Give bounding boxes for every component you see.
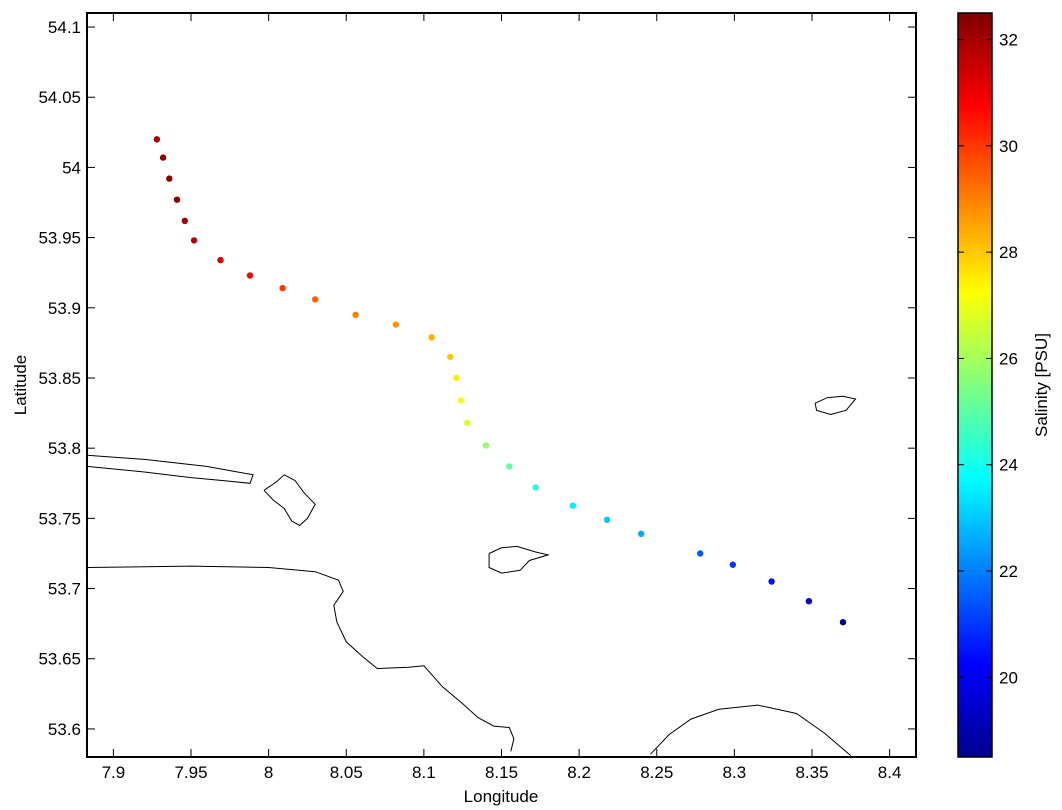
salinity-point-10 xyxy=(352,311,359,318)
colorbar-tick-label: 32 xyxy=(999,31,1018,50)
x-tick-label: 8.05 xyxy=(330,763,363,782)
x-tick-label: 8.25 xyxy=(640,763,673,782)
salinity-point-6 xyxy=(217,256,224,264)
salinity-point-17 xyxy=(482,442,490,449)
y-tick-label: 54 xyxy=(62,158,81,177)
colorbar-title: Salinity [PSU] xyxy=(1032,333,1051,437)
y-tick-label: 53.75 xyxy=(38,509,81,528)
salinity-point-5 xyxy=(190,237,198,244)
y-axis-ticks: 53.6 53.65 53.7 53.75 53.8 53.85 53.9 53.95 54 54… xyxy=(38,18,916,739)
salinity-point-4 xyxy=(181,217,188,224)
salinity-point-21 xyxy=(603,516,611,523)
salinity-points-layer xyxy=(153,136,847,626)
y-tick-label: 53.9 xyxy=(48,299,81,318)
coastline-1 xyxy=(263,474,316,527)
coastline-layer xyxy=(87,395,857,756)
colorbar-tick-label: 22 xyxy=(999,562,1018,581)
salinity-point-20 xyxy=(569,502,577,509)
x-tick-label: 8.15 xyxy=(485,763,518,782)
salinity-point-22 xyxy=(638,530,645,537)
y-tick-label: 53.6 xyxy=(48,720,81,739)
salinity-point-0 xyxy=(153,136,161,143)
salinity-point-1 xyxy=(159,154,167,161)
coastline-0 xyxy=(87,454,254,484)
y-tick-label: 53.65 xyxy=(38,650,81,669)
y-tick-label: 53.7 xyxy=(48,580,81,599)
y-tick-label: 54.05 xyxy=(38,88,81,107)
salinity-point-3 xyxy=(173,196,181,203)
colorbar-tick-label: 30 xyxy=(999,137,1018,156)
colorbar-tick-label: 24 xyxy=(999,456,1018,475)
salinity-point-26 xyxy=(805,598,813,605)
salinity-point-23 xyxy=(697,550,704,557)
y-tick-label: 53.8 xyxy=(48,439,81,458)
colorbar-ticks: 20 22 24 26 28 30 32 xyxy=(958,31,1018,687)
salinity-point-15 xyxy=(457,397,465,404)
colorbar-tick-label: 28 xyxy=(999,243,1018,262)
salinity-point-9 xyxy=(312,296,319,303)
x-tick-label: 7.95 xyxy=(174,763,207,782)
x-tick-label: 8 xyxy=(264,763,273,782)
x-tick-label: 8.2 xyxy=(567,763,591,782)
y-tick-label: 53.95 xyxy=(38,229,81,248)
salinity-point-12 xyxy=(428,334,435,341)
salinity-point-7 xyxy=(246,272,254,279)
x-tick-label: 8.35 xyxy=(795,763,828,782)
salinity-point-27 xyxy=(839,619,847,626)
colorbar-tick-label: 26 xyxy=(999,349,1018,368)
salinity-point-18 xyxy=(506,463,513,470)
salinity-point-11 xyxy=(392,321,400,328)
x-tick-label: 8.3 xyxy=(723,763,747,782)
plot-background xyxy=(87,13,916,757)
x-axis-ticks: 7.9 7.95 8 8.05 8.1 8.15 8.2 8.25 8.3 8.35 8.4 xyxy=(102,13,902,782)
colorbar xyxy=(958,13,992,757)
colorbar-tick-label: 20 xyxy=(999,668,1018,687)
colorbar-frame xyxy=(957,12,993,758)
coastline-3 xyxy=(814,395,857,416)
salinity-point-2 xyxy=(166,175,173,182)
y-tick-label: 54.1 xyxy=(48,18,81,37)
salinity-point-8 xyxy=(279,284,286,292)
x-tick-label: 8.1 xyxy=(412,763,436,782)
coastline-4 xyxy=(87,565,515,752)
salinity-point-19 xyxy=(532,484,539,491)
x-tick-label: 7.9 xyxy=(102,763,126,782)
y-tick-label: 53.85 xyxy=(38,369,81,388)
x-axis-title: Longitude xyxy=(464,787,539,806)
salinity-point-24 xyxy=(729,561,736,568)
salinity-point-16 xyxy=(464,419,471,427)
salinity-point-25 xyxy=(768,578,775,585)
coastline-5 xyxy=(650,704,852,756)
salinity-point-14 xyxy=(453,374,460,382)
x-tick-label: 8.4 xyxy=(878,763,902,782)
salinity-point-13 xyxy=(447,353,454,361)
y-axis-title: Latitude xyxy=(11,355,30,416)
coastline-2 xyxy=(488,545,551,574)
